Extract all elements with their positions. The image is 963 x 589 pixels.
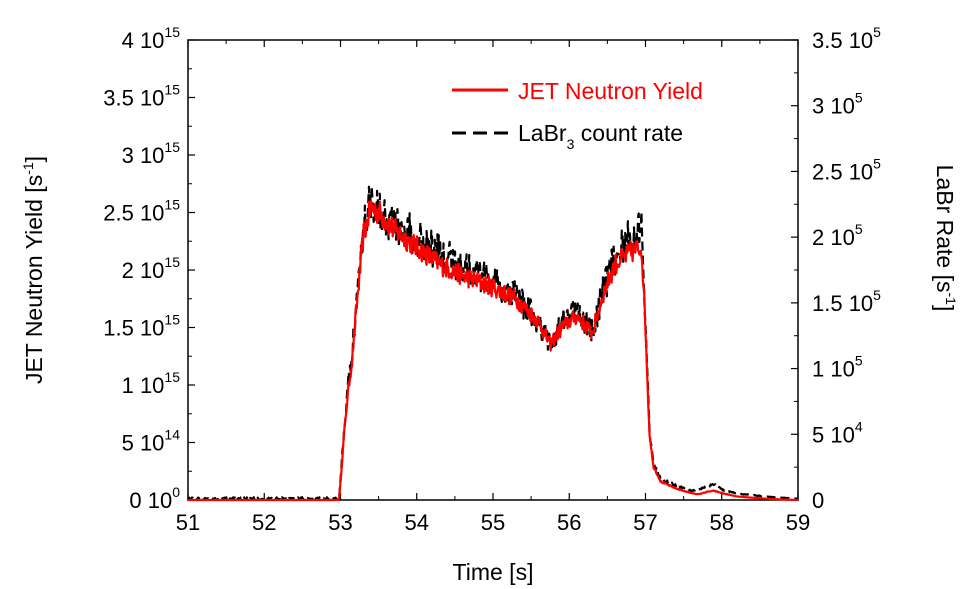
legend-label-labr-tail: count rate xyxy=(574,120,683,146)
legend-label-labr-sub: 3 xyxy=(567,136,575,152)
left-y-tick-label: 2.5 1015 xyxy=(103,197,180,226)
left-y-tick-label: 1.5 1015 xyxy=(103,312,180,341)
series-layer xyxy=(187,184,799,502)
right-y-tick-label: 0 xyxy=(812,488,824,513)
x-tick-label: 56 xyxy=(557,510,581,535)
right-y-tick-label: 1.5 105 xyxy=(812,287,881,316)
left-y-tick-label: 0 100 xyxy=(129,484,180,513)
right-y-tick-label: 5 104 xyxy=(812,418,863,447)
left-axis-title: JET Neutron Yield [s-1] xyxy=(20,156,47,384)
legend: JET Neutron Yield LaBr3 count rate xyxy=(452,78,703,152)
right-y-tick-label: 2.5 105 xyxy=(812,155,881,184)
neutron-yield-line xyxy=(187,200,799,502)
right-y-tick-label: 2 105 xyxy=(812,221,863,250)
x-tick-label: 53 xyxy=(328,510,352,535)
left-y-tick-label: 5 1014 xyxy=(122,427,181,456)
left-y-tick-label: 3.5 1015 xyxy=(103,82,180,111)
right-axis-title-sup: -1 xyxy=(943,293,959,306)
left-axis-title-sup: -1 xyxy=(20,162,36,175)
x-tick-label: 55 xyxy=(481,510,505,535)
left-y-tick-label: 1 1015 xyxy=(122,369,181,398)
x-axis-title: Time [s] xyxy=(453,559,534,585)
left-y-tick-label: 2 1015 xyxy=(122,254,181,283)
plot-frame xyxy=(187,39,799,501)
right-y-axis: 0 5 104 1 105 1.5 105 2 105 2.5 105 3 105 3.5 1… xyxy=(791,24,881,513)
legend-label-neutron: JET Neutron Yield xyxy=(518,78,703,104)
x-axis: 51 52 53 54 55 56 57 58 59 xyxy=(176,40,810,535)
x-tick-label: 59 xyxy=(786,510,810,535)
x-tick-label: 58 xyxy=(710,510,734,535)
right-axis-title-tail: ] xyxy=(932,305,958,311)
x-tick-label: 57 xyxy=(633,510,657,535)
right-axis-title: LaBr Rate [s-1] xyxy=(932,165,959,312)
left-y-tick-label: 3 1015 xyxy=(122,139,181,168)
left-y-axis: 0 100 5 1014 1 1015 1.5 1015 2 1015 2.5 1015 3… xyxy=(103,24,195,513)
labr-count-rate-line xyxy=(187,184,799,502)
x-tick-label: 52 xyxy=(252,510,276,535)
right-y-tick-label: 1 105 xyxy=(812,353,863,382)
right-y-tick-label: 3.5 105 xyxy=(812,24,881,53)
left-axis-title-tail: ] xyxy=(21,156,47,162)
right-y-tick-label: 3 105 xyxy=(812,90,863,119)
legend-label-labr: LaBr3 count rate xyxy=(518,120,683,152)
left-y-tick-label: 4 1015 xyxy=(122,24,181,53)
x-tick-label: 51 xyxy=(176,510,200,535)
x-tick-label: 54 xyxy=(405,510,429,535)
